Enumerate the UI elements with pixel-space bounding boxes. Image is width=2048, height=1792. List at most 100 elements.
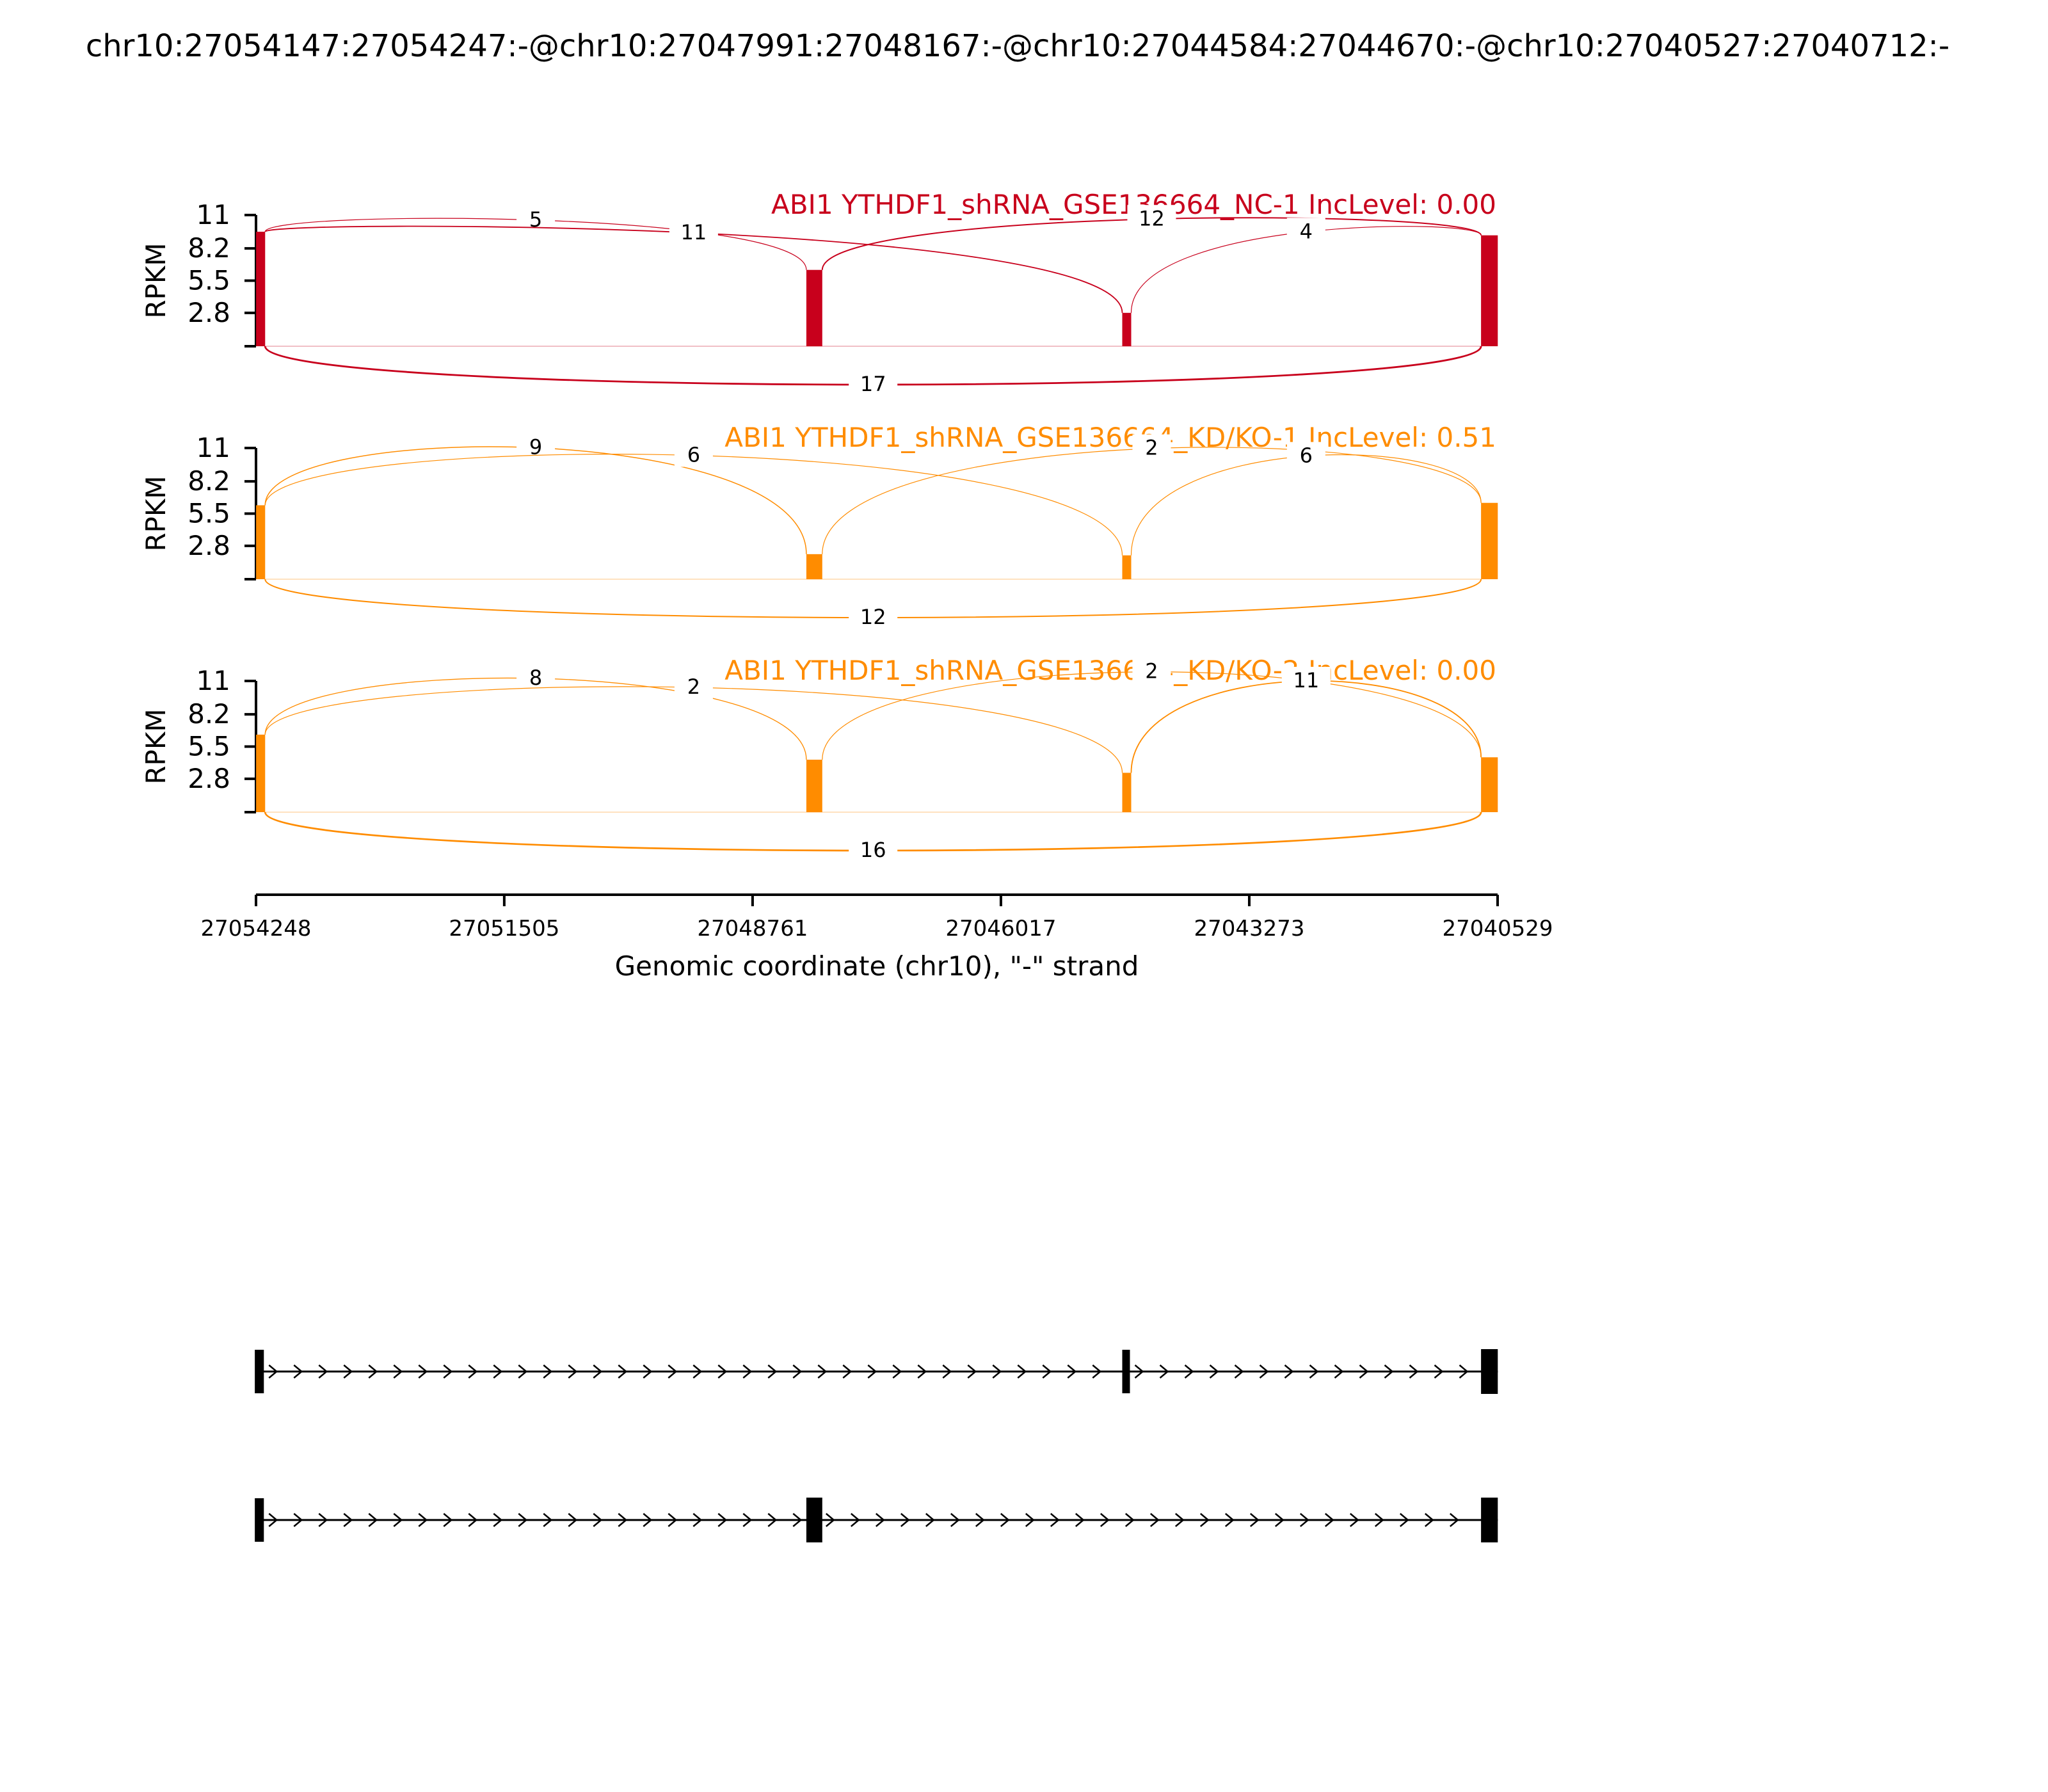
y-axis-label: RPKM bbox=[140, 476, 172, 551]
strand-chevron bbox=[568, 1364, 578, 1379]
coverage-bar bbox=[806, 269, 822, 346]
strand-chevron bbox=[668, 1513, 678, 1527]
strand-chevron bbox=[1259, 1364, 1269, 1379]
strand-chevron bbox=[1384, 1364, 1394, 1379]
isoform-exon bbox=[255, 1350, 264, 1393]
strand-chevron bbox=[1209, 1364, 1219, 1379]
y-tick-label: 11 bbox=[196, 199, 230, 230]
y-axis-label: RPKM bbox=[140, 708, 172, 784]
x-tick-label: 27040529 bbox=[1442, 916, 1553, 941]
y-tick-label: 2.8 bbox=[188, 763, 230, 794]
y-tick-label: 8.2 bbox=[188, 232, 230, 264]
strand-chevron bbox=[1434, 1364, 1444, 1379]
strand-chevron bbox=[1149, 1513, 1160, 1527]
strand-chevron bbox=[368, 1513, 378, 1527]
strand-chevron bbox=[343, 1364, 353, 1379]
y-tick-label: 5.5 bbox=[188, 731, 230, 762]
strand-chevron bbox=[1359, 1364, 1369, 1379]
coverage-bar bbox=[806, 554, 822, 579]
strand-chevron bbox=[1184, 1364, 1194, 1379]
coverage-bar bbox=[806, 760, 822, 812]
junction-count: 2 bbox=[1145, 436, 1158, 460]
strand-chevron bbox=[792, 1513, 803, 1527]
coverage-bar bbox=[1122, 312, 1132, 346]
strand-chevron bbox=[767, 1364, 778, 1379]
junction-count: 11 bbox=[1293, 668, 1319, 692]
strand-chevron bbox=[850, 1513, 860, 1527]
y-tick-label: 5.5 bbox=[188, 265, 230, 296]
strand-chevron bbox=[1274, 1513, 1284, 1527]
coverage-bar bbox=[1481, 235, 1498, 346]
isoform-exon bbox=[1481, 1498, 1498, 1542]
strand-chevron bbox=[368, 1364, 378, 1379]
strand-chevron bbox=[1199, 1513, 1210, 1527]
junction-count: 11 bbox=[681, 220, 707, 244]
y-axis-label: RPKM bbox=[140, 243, 172, 318]
strand-chevron bbox=[268, 1513, 278, 1527]
junction-count-bg bbox=[674, 673, 713, 700]
junction-count: 2 bbox=[687, 675, 700, 699]
strand-chevron bbox=[1424, 1513, 1434, 1527]
strand-chevron bbox=[1100, 1513, 1110, 1527]
strand-chevron bbox=[692, 1364, 703, 1379]
strand-chevron bbox=[975, 1513, 985, 1527]
strand-chevron bbox=[842, 1364, 852, 1379]
strand-chevron bbox=[543, 1513, 553, 1527]
strand-chevron bbox=[493, 1364, 503, 1379]
coverage-bar bbox=[256, 505, 266, 579]
junction-count-bg bbox=[849, 604, 898, 629]
junction-count: 9 bbox=[529, 435, 542, 460]
strand-chevron bbox=[1309, 1364, 1319, 1379]
strand-chevron bbox=[443, 1513, 453, 1527]
strand-chevron bbox=[1249, 1513, 1260, 1527]
strand-chevron bbox=[268, 1364, 278, 1379]
strand-chevron bbox=[925, 1513, 935, 1527]
strand-chevron bbox=[792, 1364, 803, 1379]
strand-chevron bbox=[867, 1364, 877, 1379]
strand-chevron bbox=[1459, 1364, 1469, 1379]
junction-count-bg bbox=[1132, 434, 1171, 460]
x-tick-label: 27054248 bbox=[200, 916, 311, 941]
coverage-bar bbox=[1122, 772, 1132, 812]
strand-chevron bbox=[1324, 1513, 1334, 1527]
junction-count: 12 bbox=[860, 605, 886, 629]
y-tick-label: 11 bbox=[196, 432, 230, 463]
strand-chevron bbox=[1050, 1513, 1060, 1527]
strand-chevron bbox=[742, 1364, 753, 1379]
y-tick-label: 2.8 bbox=[188, 297, 230, 328]
strand-chevron bbox=[717, 1364, 728, 1379]
junction-count-bg bbox=[1286, 442, 1325, 468]
strand-chevron bbox=[1092, 1364, 1102, 1379]
strand-chevron bbox=[992, 1364, 1002, 1379]
strand-chevron bbox=[568, 1513, 578, 1527]
y-tick-label: 2.8 bbox=[188, 530, 230, 561]
strand-chevron bbox=[468, 1513, 478, 1527]
strand-chevron bbox=[543, 1364, 553, 1379]
isoform-track bbox=[255, 1498, 1498, 1542]
x-axis-label: Genomic coordinate (chr10), "-" strand bbox=[615, 950, 1139, 982]
strand-chevron bbox=[1124, 1513, 1135, 1527]
strand-chevron bbox=[1374, 1513, 1384, 1527]
junction-count-bg bbox=[1132, 657, 1171, 684]
strand-chevron bbox=[1349, 1513, 1359, 1527]
strand-chevron bbox=[1075, 1513, 1085, 1527]
strand-chevron bbox=[518, 1364, 528, 1379]
x-tick-label: 27048761 bbox=[697, 916, 808, 941]
strand-chevron bbox=[692, 1513, 703, 1527]
strand-chevron bbox=[293, 1513, 303, 1527]
strand-chevron bbox=[643, 1513, 653, 1527]
strand-chevron bbox=[767, 1513, 778, 1527]
junction-count-bg bbox=[1286, 218, 1325, 244]
strand-chevron bbox=[593, 1364, 603, 1379]
strand-chevron bbox=[343, 1513, 353, 1527]
junction-count-bg bbox=[849, 371, 898, 396]
strand-chevron bbox=[1017, 1364, 1027, 1379]
strand-chevron bbox=[643, 1364, 653, 1379]
strand-chevron bbox=[967, 1364, 977, 1379]
strand-chevron bbox=[318, 1364, 328, 1379]
sample-label: ABI1 YTHDF1_shRNA_GSE136664_KD/KO-2 IncL… bbox=[724, 655, 1496, 686]
